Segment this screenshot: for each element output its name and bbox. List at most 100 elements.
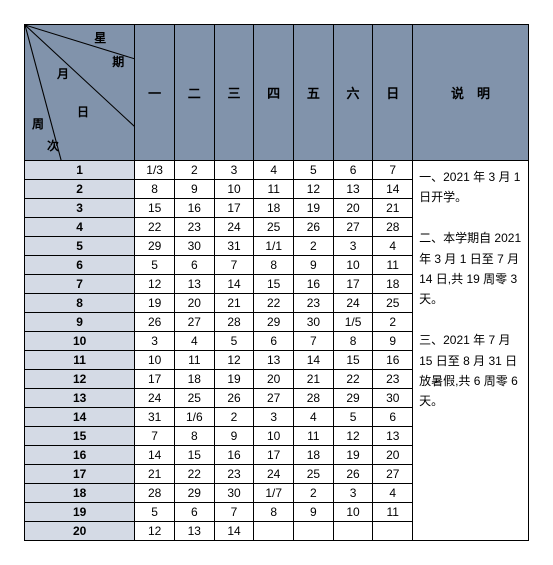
date-cell: 1/5 bbox=[333, 313, 373, 332]
date-cell: 10 bbox=[214, 180, 254, 199]
date-cell: 14 bbox=[214, 522, 254, 541]
date-cell: 30 bbox=[373, 389, 413, 408]
date-cell: 12 bbox=[214, 351, 254, 370]
date-cell: 27 bbox=[373, 465, 413, 484]
date-cell: 13 bbox=[373, 427, 413, 446]
date-cell: 16 bbox=[174, 199, 214, 218]
date-cell: 8 bbox=[254, 503, 294, 522]
date-cell: 25 bbox=[254, 218, 294, 237]
date-cell: 19 bbox=[333, 446, 373, 465]
date-cell: 20 bbox=[373, 446, 413, 465]
date-cell: 12 bbox=[135, 522, 175, 541]
date-cell bbox=[294, 522, 334, 541]
date-cell: 25 bbox=[174, 389, 214, 408]
date-cell: 23 bbox=[373, 370, 413, 389]
date-cell: 10 bbox=[333, 256, 373, 275]
date-cell: 28 bbox=[294, 389, 334, 408]
date-cell: 9 bbox=[294, 503, 334, 522]
date-cell: 5 bbox=[135, 503, 175, 522]
date-cell: 3 bbox=[135, 332, 175, 351]
date-cell: 22 bbox=[174, 465, 214, 484]
date-cell: 11 bbox=[174, 351, 214, 370]
date-cell: 2 bbox=[294, 237, 334, 256]
date-cell: 19 bbox=[294, 199, 334, 218]
date-cell: 12 bbox=[333, 427, 373, 446]
date-cell: 5 bbox=[135, 256, 175, 275]
day-header: 日 bbox=[373, 25, 413, 161]
date-cell: 21 bbox=[373, 199, 413, 218]
date-cell: 16 bbox=[294, 275, 334, 294]
date-cell: 2 bbox=[174, 161, 214, 180]
week-number-cell: 7 bbox=[25, 275, 135, 294]
date-cell: 28 bbox=[373, 218, 413, 237]
date-cell: 7 bbox=[214, 256, 254, 275]
date-cell: 3 bbox=[333, 484, 373, 503]
date-cell: 21 bbox=[214, 294, 254, 313]
date-cell: 6 bbox=[254, 332, 294, 351]
day-header: 五 bbox=[294, 25, 334, 161]
date-cell: 3 bbox=[214, 161, 254, 180]
date-cell: 29 bbox=[333, 389, 373, 408]
date-cell: 13 bbox=[174, 275, 214, 294]
date-cell: 22 bbox=[135, 218, 175, 237]
date-cell: 14 bbox=[135, 446, 175, 465]
date-cell: 5 bbox=[214, 332, 254, 351]
date-cell: 31 bbox=[214, 237, 254, 256]
date-cell: 8 bbox=[174, 427, 214, 446]
calendar-table: 星 期 月 日 周 次 一 二 三 四 五 六 日 说 明 11/3234567… bbox=[24, 24, 529, 541]
date-cell: 27 bbox=[333, 218, 373, 237]
date-cell: 24 bbox=[214, 218, 254, 237]
date-cell bbox=[254, 522, 294, 541]
date-cell: 26 bbox=[214, 389, 254, 408]
date-cell: 28 bbox=[135, 484, 175, 503]
date-cell: 4 bbox=[373, 237, 413, 256]
day-header: 三 bbox=[214, 25, 254, 161]
date-cell bbox=[333, 522, 373, 541]
day-header: 二 bbox=[174, 25, 214, 161]
date-cell: 11 bbox=[373, 256, 413, 275]
date-cell: 6 bbox=[373, 408, 413, 427]
date-cell: 7 bbox=[135, 427, 175, 446]
date-cell: 26 bbox=[333, 465, 373, 484]
date-cell: 29 bbox=[254, 313, 294, 332]
date-cell: 9 bbox=[294, 256, 334, 275]
week-number-cell: 3 bbox=[25, 199, 135, 218]
date-cell: 11 bbox=[373, 503, 413, 522]
date-cell: 22 bbox=[333, 370, 373, 389]
date-cell: 23 bbox=[214, 465, 254, 484]
week-number-cell: 20 bbox=[25, 522, 135, 541]
date-cell: 15 bbox=[174, 446, 214, 465]
date-cell: 7 bbox=[294, 332, 334, 351]
date-cell: 17 bbox=[135, 370, 175, 389]
date-cell: 8 bbox=[333, 332, 373, 351]
date-cell: 4 bbox=[294, 408, 334, 427]
date-cell: 18 bbox=[254, 199, 294, 218]
week-number-cell: 10 bbox=[25, 332, 135, 351]
date-cell: 8 bbox=[254, 256, 294, 275]
week-number-cell: 17 bbox=[25, 465, 135, 484]
date-cell: 30 bbox=[174, 237, 214, 256]
date-cell: 9 bbox=[174, 180, 214, 199]
date-cell: 12 bbox=[294, 180, 334, 199]
date-cell: 25 bbox=[294, 465, 334, 484]
week-number-cell: 19 bbox=[25, 503, 135, 522]
date-cell: 13 bbox=[254, 351, 294, 370]
date-cell: 29 bbox=[174, 484, 214, 503]
table-row: 11/3234567一、2021 年 3 月 1 日开学。 二、本学期自 202… bbox=[25, 161, 529, 180]
date-cell: 18 bbox=[174, 370, 214, 389]
date-cell: 16 bbox=[373, 351, 413, 370]
date-cell: 16 bbox=[214, 446, 254, 465]
diag-label-yue: 月 bbox=[57, 65, 69, 82]
week-number-cell: 13 bbox=[25, 389, 135, 408]
date-cell: 26 bbox=[135, 313, 175, 332]
date-cell: 2 bbox=[294, 484, 334, 503]
day-header: 一 bbox=[135, 25, 175, 161]
date-cell: 27 bbox=[174, 313, 214, 332]
date-cell: 1/7 bbox=[254, 484, 294, 503]
date-cell bbox=[373, 522, 413, 541]
date-cell: 14 bbox=[294, 351, 334, 370]
week-number-cell: 12 bbox=[25, 370, 135, 389]
date-cell: 3 bbox=[254, 408, 294, 427]
diag-label-zhou: 周 bbox=[32, 115, 44, 132]
date-cell: 8 bbox=[135, 180, 175, 199]
